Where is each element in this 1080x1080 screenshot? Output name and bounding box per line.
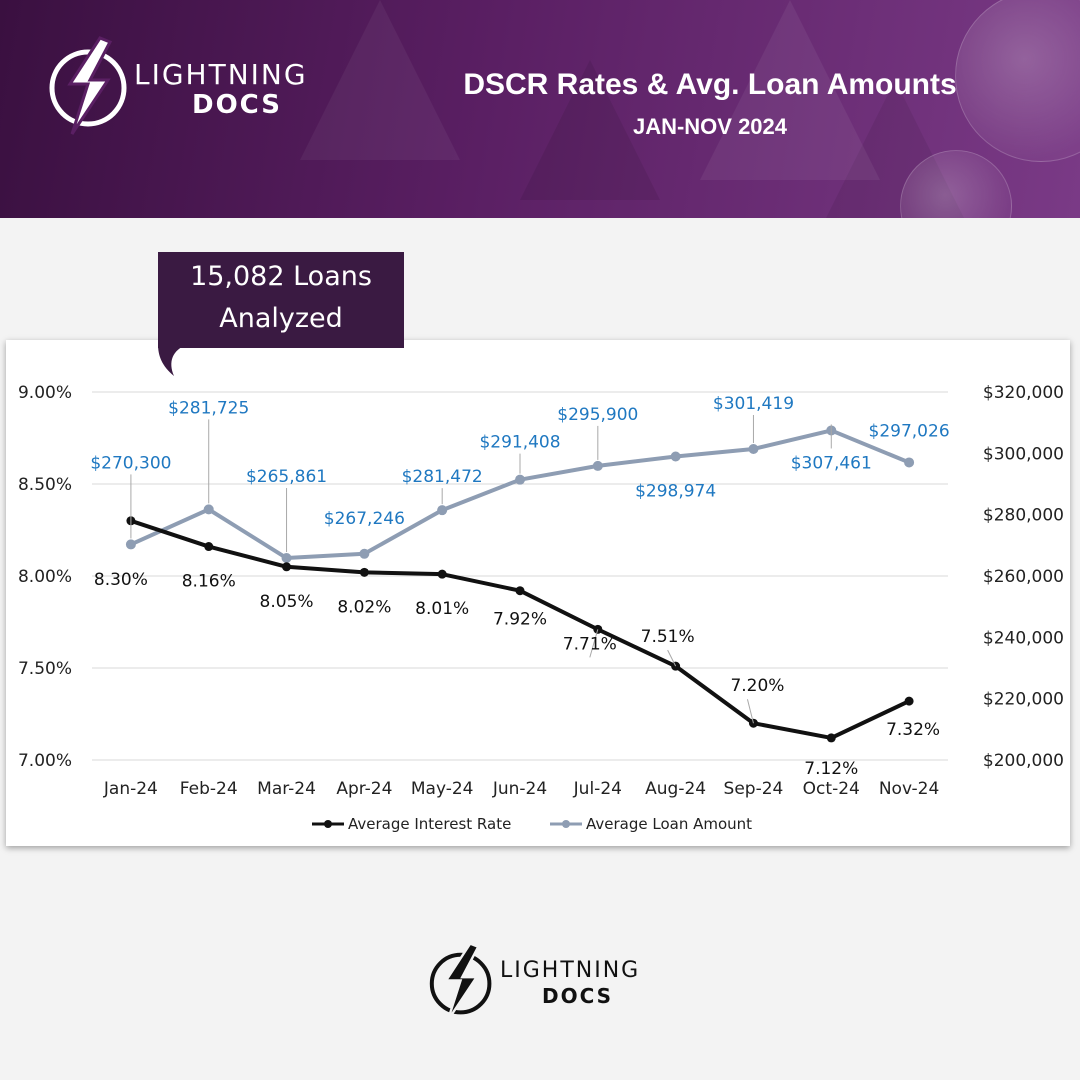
y-right-tick-label: $320,000 xyxy=(983,383,1064,403)
loans-analyzed-text: 15,082 Loans Analyzed xyxy=(158,256,404,340)
y-left-tick-label: 7.00% xyxy=(18,751,72,771)
leader-line xyxy=(589,629,599,658)
interest-rate-point xyxy=(437,569,447,579)
chart-card: 7.00% 7.50% 8.00% 8.50% 9.00% $200,000 $220,00… xyxy=(6,340,1070,846)
interest-rate-label: 8.30% xyxy=(94,570,148,590)
interest-rate-label: 8.16% xyxy=(182,572,236,592)
leader-line xyxy=(746,699,754,724)
loan-amount-point xyxy=(515,474,525,485)
loan-amount-label: $307,461 xyxy=(791,453,872,473)
lightning-bolt-icon xyxy=(429,942,492,1022)
interest-rate-point xyxy=(282,562,292,572)
interest-rate-label: 7.12% xyxy=(804,759,858,779)
interest-rate-label: 7.32% xyxy=(886,720,940,740)
brand-name-line1: LIGHTNING xyxy=(134,58,308,91)
header-banner: LIGHTNING DOCS DSCR Rates & Avg. Loan Am… xyxy=(0,0,1080,218)
loan-amount-point xyxy=(904,457,915,468)
y-right-tick-label: $200,000 xyxy=(983,751,1064,771)
legend-label-loan-amount: Average Loan Amount xyxy=(586,815,752,833)
loan-amount-point xyxy=(203,504,214,515)
x-tick-label: Feb-24 xyxy=(180,779,238,799)
loan-amount-label: $295,900 xyxy=(557,405,638,425)
loan-amount-point xyxy=(281,553,292,564)
x-tick-label: May-24 xyxy=(411,779,474,799)
interest-rate-point xyxy=(359,567,369,577)
interest-rate-point xyxy=(826,733,836,743)
legend-marker-interest-rate xyxy=(324,820,332,828)
loan-amount-point xyxy=(437,505,448,516)
y-right-tick-label: $260,000 xyxy=(983,567,1064,587)
x-tick-label: Jun-24 xyxy=(492,779,547,799)
line-chart: 7.00% 7.50% 8.00% 8.50% 9.00% $200,000 $220,00… xyxy=(18,383,1064,833)
decorative-facet xyxy=(700,0,880,180)
callout-line1: 15,082 Loans xyxy=(190,261,372,292)
loan-amount-label: $265,861 xyxy=(246,467,327,487)
interest-rate-label: 7.71% xyxy=(563,634,617,654)
interest-rate-point xyxy=(671,661,681,671)
legend-label-interest-rate: Average Interest Rate xyxy=(348,815,511,833)
page-subtitle: JAN-NOV 2024 xyxy=(632,114,788,139)
brand-logo-top: LIGHTNING DOCS xyxy=(48,36,338,136)
interest-rate-label: 8.02% xyxy=(337,597,391,617)
interest-rate-label: 7.92% xyxy=(493,610,547,630)
page-title: DSCR Rates & Avg. Loan Amounts xyxy=(463,68,957,101)
loan-amount-label: $281,725 xyxy=(168,398,249,418)
y-right-tick-label: $220,000 xyxy=(983,690,1064,710)
loan-amount-label: $267,246 xyxy=(324,509,405,529)
x-tick-label: Nov-24 xyxy=(879,779,940,799)
loans-analyzed-callout xyxy=(158,252,404,348)
x-tick-label: Oct-24 xyxy=(803,779,860,799)
loan-amount-point xyxy=(125,539,136,550)
y-left-tick-label: 8.00% xyxy=(18,567,72,587)
loan-amount-point xyxy=(670,451,681,462)
decorative-facet xyxy=(300,0,460,160)
x-tick-label: Apr-24 xyxy=(336,779,392,799)
interest-rate-label: 8.01% xyxy=(415,599,469,619)
loan-amount-label: $297,026 xyxy=(869,421,950,441)
lightning-bolt-icon xyxy=(49,36,127,135)
loan-amount-point xyxy=(359,548,370,559)
interest-rate-point xyxy=(204,542,214,552)
decorative-facet xyxy=(520,60,660,200)
loan-amount-label: $291,408 xyxy=(479,433,560,453)
interest-rate-point xyxy=(515,586,525,596)
footer-brand-line1: LIGHTNING xyxy=(500,958,641,983)
legend-marker-loan-amount xyxy=(562,820,570,828)
x-tick-label: Sep-24 xyxy=(724,779,784,799)
callout-tail xyxy=(158,344,188,376)
brand-logo-bottom: LIGHTNING DOCS xyxy=(428,942,668,1022)
y-right-tick-label: $300,000 xyxy=(983,444,1064,464)
loan-amount-point xyxy=(748,443,759,454)
y-left-tick-label: 7.50% xyxy=(18,659,72,679)
interest-rate-label: 8.05% xyxy=(260,592,314,612)
loan-amount-label: $298,974 xyxy=(635,481,716,501)
leader-line xyxy=(667,649,677,667)
y-left-tick-label: 9.00% xyxy=(18,383,72,403)
loan-amount-label: $270,300 xyxy=(90,453,171,473)
y-left-tick-label: 8.50% xyxy=(18,475,72,495)
callout-line2: Analyzed xyxy=(219,303,343,334)
interest-rate-label: 7.20% xyxy=(730,676,784,696)
y-right-tick-label: $240,000 xyxy=(983,628,1064,648)
interest-rate-point xyxy=(904,696,914,706)
y-right-tick-label: $280,000 xyxy=(983,506,1064,526)
x-tick-label: Jan-24 xyxy=(103,779,158,799)
x-tick-label: Jul-24 xyxy=(573,779,622,799)
footer-brand-line2: DOCS xyxy=(542,984,614,1008)
brand-name-line2: DOCS xyxy=(192,90,282,120)
loan-amount-label: $281,472 xyxy=(402,467,483,487)
interest-rate-label: 7.51% xyxy=(641,627,695,647)
x-tick-label: Aug-24 xyxy=(645,779,706,799)
loan-amount-label: $301,419 xyxy=(713,394,794,414)
loan-amount-point xyxy=(592,460,603,471)
x-tick-label: Mar-24 xyxy=(257,779,316,799)
